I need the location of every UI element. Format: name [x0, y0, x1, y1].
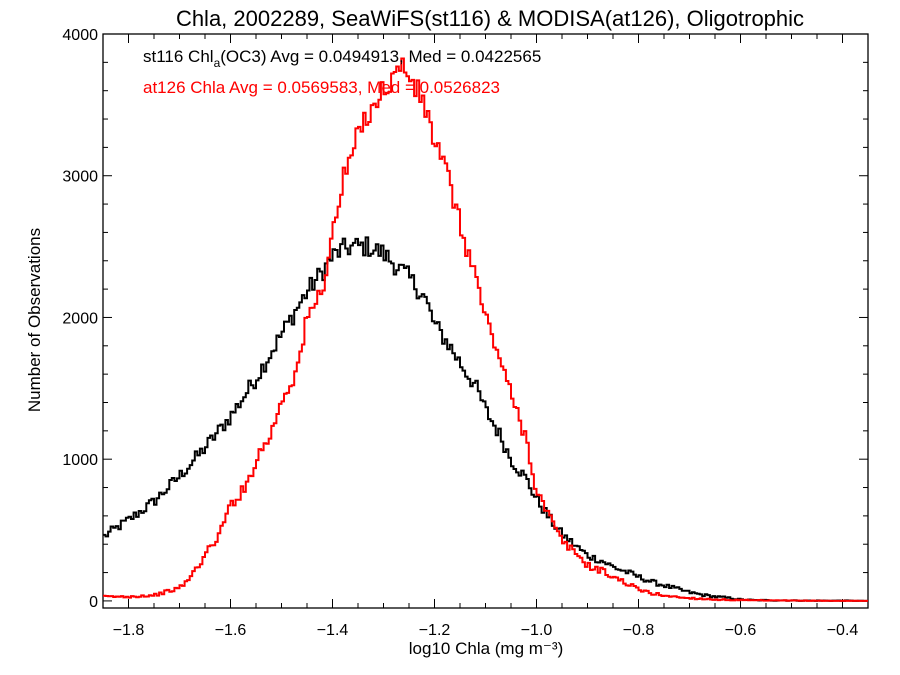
x-tick-label: −1.2	[419, 622, 451, 639]
y-tick-label: 0	[89, 594, 98, 611]
x-tick-label: −0.4	[827, 622, 859, 639]
series-layer	[103, 57, 868, 602]
legend-st116-suffix: (OC3) Avg = 0.0494913, Med = 0.0422565	[220, 47, 541, 66]
y-tick-label: 2000	[62, 310, 98, 327]
legend-at126-text: at126 Chla Avg = 0.0569583, Med = 0.0526…	[143, 78, 500, 97]
x-axis: −1.8 −1.6 −1.4 −1.2 −1.0 −0.8 −0.6 −0.4	[102, 34, 869, 639]
y-axis: 0 1000 2000 3000 4000	[62, 27, 868, 611]
series-line-1	[103, 57, 868, 602]
x-tick-label: −1.6	[215, 622, 247, 639]
legend-entry-st116: st116 Chla(OC3) Avg = 0.0494913, Med = 0…	[143, 47, 541, 70]
series-line-0	[103, 236, 868, 602]
x-tick-label: −1.4	[317, 622, 349, 639]
y-tick-label: 3000	[62, 169, 98, 186]
legend-st116-subscript: a	[214, 56, 221, 70]
plot-frame	[102, 33, 869, 609]
x-tick-label: −1.8	[113, 622, 145, 639]
y-tick-label: 4000	[62, 27, 98, 44]
x-axis-label: log10 Chla (mg m⁻³)	[409, 639, 563, 658]
chart-title: Chla, 2002289, SeaWiFS(st116) & MODISA(a…	[176, 6, 804, 31]
x-tick-label: −1.0	[521, 622, 553, 639]
legend-entry-at126: at126 Chla Avg = 0.0569583, Med = 0.0526…	[143, 78, 500, 97]
x-tick-label: −0.6	[725, 622, 757, 639]
legend-st116-prefix: st116 Chl	[143, 47, 214, 66]
y-axis-label: Number of Observations	[25, 228, 44, 412]
y-tick-label: 1000	[62, 452, 98, 469]
x-tick-label: −0.8	[623, 622, 655, 639]
